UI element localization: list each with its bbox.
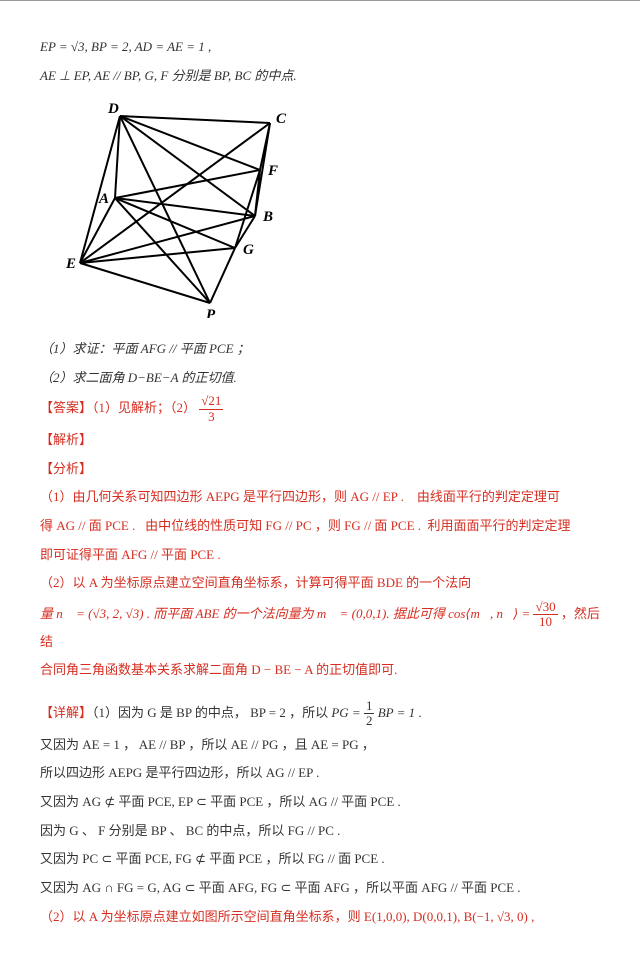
eq-fraction: 1 2: [364, 699, 375, 729]
text: .: [418, 705, 421, 720]
text: 由线面平行的判定定理可: [417, 489, 560, 504]
answer-fraction: √21 3: [199, 394, 223, 424]
detail-d7: 又因为 AG ∩ FG = G, AG ⊂ 平面 AFG, FG ⊂ 平面 AF…: [40, 876, 600, 901]
text: AE ⊥ EP, AE // BP, G, F 分别是 BP, BC 的中点.: [40, 68, 297, 83]
analysis-p3: 即可证得平面 AFG // 平面 PCE .: [40, 543, 600, 568]
question-1: （1）求证：平面 AFG // 平面 PCE ；: [40, 337, 600, 362]
svg-text:P: P: [206, 307, 216, 318]
detail-d4: 又因为 AG ⊄ 平面 PCE, EP ⊂ 平面 PCE ，所以 AG // 平…: [40, 790, 600, 815]
analysis-p1: （1）由几何关系可知四边形 AEPG 是平行四边形，则 AG // EP . 由…: [40, 485, 600, 510]
frac-den: 10: [533, 615, 557, 629]
question-2: （2）求二面角 D−BE−A 的正切值.: [40, 366, 600, 391]
heading-fenxi: 【分析】: [40, 457, 600, 482]
svg-text:A: A: [98, 191, 109, 207]
detail-d1: 【详解】（1）因为 G 是 BP 的中点， BP = 2 ，所以 PG = 1 …: [40, 699, 600, 729]
frac-den: 3: [199, 410, 223, 424]
cos-fraction: √30 10: [533, 600, 557, 630]
text: 由中位线的性质可知 FG // PC ，则 FG // 面 PCE .: [145, 518, 421, 533]
svg-text:E: E: [65, 256, 76, 272]
frac-den: 2: [364, 714, 375, 728]
analysis-p4: （2）以 A 为坐标原点建立空间直角坐标系，计算可得平面 BDE 的一个法向: [40, 571, 600, 596]
detail-heading: 【详解】: [40, 705, 92, 720]
svg-text:B: B: [262, 209, 273, 225]
text: 得 AG // 面 PCE .: [40, 518, 135, 533]
heading-jiexi: 【解析】: [40, 428, 600, 453]
svg-text:F: F: [267, 163, 278, 179]
cos-lhs: cos⟨m⃗, n⃗⟩ =: [448, 606, 530, 621]
spacer: [40, 687, 600, 695]
text: 利用面面平行的判定定理: [428, 518, 571, 533]
frac-num: √21: [199, 394, 223, 409]
answer-line: 【答案】（1）见解析；（2） √21 3: [40, 394, 600, 424]
text: 量 n⃗ = (√3, 2, √3) . 而平面 ABE 的一个法向量为 m⃗ …: [40, 606, 445, 621]
detail-d8: （2）以 A 为坐标原点建立如图所示空间直角坐标系，则 E(1,0,0), D(…: [40, 905, 600, 930]
analysis-p6: 合同角三角函数基本关系求解二面角 D − BE − A 的正切值即可.: [40, 658, 600, 683]
svg-text:G: G: [243, 242, 254, 258]
text: （2）求二面角 D−BE−A 的正切值.: [40, 370, 237, 385]
detail-d2: 又因为 AE = 1 ， AE // BP ，所以 AE // PG ，且 AE…: [40, 733, 600, 758]
text: （1）求证：平面 AFG // 平面 PCE ；: [40, 341, 250, 356]
detail-d5: 因为 G 、 F 分别是 BP 、 BC 的中点，所以 FG // PC .: [40, 819, 600, 844]
svg-text:C: C: [276, 111, 287, 127]
detail-d3: 所以四边形 AEPG 是平行四边形，所以 AG // EP .: [40, 761, 600, 786]
text: （1）因为 G 是 BP 的中点， BP = 2 ，所以: [92, 705, 328, 720]
answer-label: 【答案】: [40, 400, 92, 415]
given-line-2: AE ⊥ EP, AE // BP, G, F 分别是 BP, BC 的中点.: [40, 64, 600, 89]
detail-d6: 又因为 PC ⊂ 平面 PCE, FG ⊄ 平面 PCE ，所以 FG // 面…: [40, 847, 600, 872]
answer-text: （1）见解析；（2）: [92, 400, 196, 415]
text: （1）由几何关系可知四边形 AEPG 是平行四边形，则 AG // EP .: [40, 489, 404, 504]
geometry-figure: D C F A B G E P: [60, 98, 600, 327]
given-line-1: EP = √3, BP = 2, AD = AE = 1 ,: [40, 35, 600, 60]
frac-num: √30: [533, 600, 557, 615]
analysis-p5: 量 n⃗ = (√3, 2, √3) . 而平面 ABE 的一个法向量为 m⃗ …: [40, 600, 600, 654]
frac-num: 1: [364, 699, 375, 714]
eq-lhs: PG =: [331, 705, 360, 720]
geometry-svg: D C F A B G E P: [60, 98, 300, 318]
eq-rhs: BP = 1: [378, 705, 415, 720]
analysis-p2: 得 AG // 面 PCE . 由中位线的性质可知 FG // PC ，则 FG…: [40, 514, 600, 539]
text: EP = √3, BP = 2, AD = AE = 1 ,: [40, 39, 211, 54]
svg-text:D: D: [107, 101, 119, 117]
